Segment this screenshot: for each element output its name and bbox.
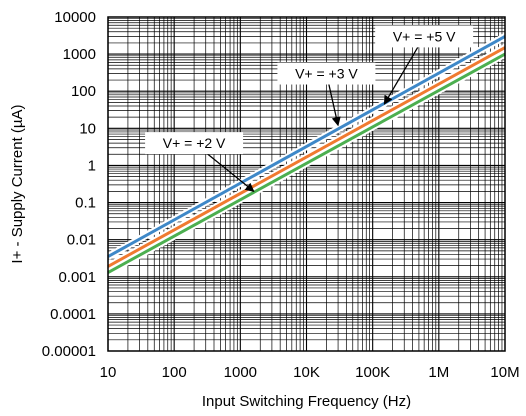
y-tick-label: 100 xyxy=(71,83,96,100)
x-tick-label: 1M xyxy=(428,364,449,381)
y-tick-label: 0.001 xyxy=(58,269,96,286)
x-tick-label: 10 xyxy=(100,364,117,381)
annotations: V+ = +5 V V+ = +3 V V+ = +2 V xyxy=(145,25,474,192)
y-tick-label: 0.0001 xyxy=(50,306,96,323)
series-lines xyxy=(106,33,507,276)
annotation-label: V+ = +2 V xyxy=(163,135,226,151)
annotation-arrow xyxy=(383,36,425,105)
y-tick-label: 1000 xyxy=(63,46,96,63)
annotation-label: V+ = +5 V xyxy=(393,28,456,44)
y-tick-label: 0.01 xyxy=(67,232,96,249)
annotation-box xyxy=(375,25,474,48)
grid xyxy=(107,17,505,352)
y-tick-label: 10000 xyxy=(54,9,96,26)
y-tick-labels: 0.00001 0.0001 0.001 0.01 0.1 1 10 100 1000 10000 xyxy=(42,9,96,360)
annotation-label: V+ = +3 V xyxy=(295,66,358,82)
x-tick-label: 10M xyxy=(490,364,519,381)
annotation-box xyxy=(145,132,244,155)
y-axis-label: I+ - Supply Current (µA) xyxy=(9,104,26,263)
y-tick-label: 0.1 xyxy=(75,195,96,212)
annotation-box xyxy=(277,62,376,85)
x-tick-label: 100 xyxy=(162,364,187,381)
y-tick-label: 1 xyxy=(88,157,96,174)
x-axis-label: Input Switching Frequency (Hz) xyxy=(202,393,411,410)
y-tick-label: 0.00001 xyxy=(42,343,96,360)
x-tick-label: 1000 xyxy=(224,364,257,381)
x-tick-label: 10K xyxy=(293,364,320,381)
x-tick-labels: 10 100 1000 10K 100K 1M 10M xyxy=(100,364,520,381)
x-tick-label: 100K xyxy=(355,364,390,381)
y-tick-label: 10 xyxy=(79,120,96,137)
series-line xyxy=(107,35,506,258)
plot-frame xyxy=(107,16,506,352)
series-line xyxy=(107,52,506,274)
series-line xyxy=(107,46,506,268)
